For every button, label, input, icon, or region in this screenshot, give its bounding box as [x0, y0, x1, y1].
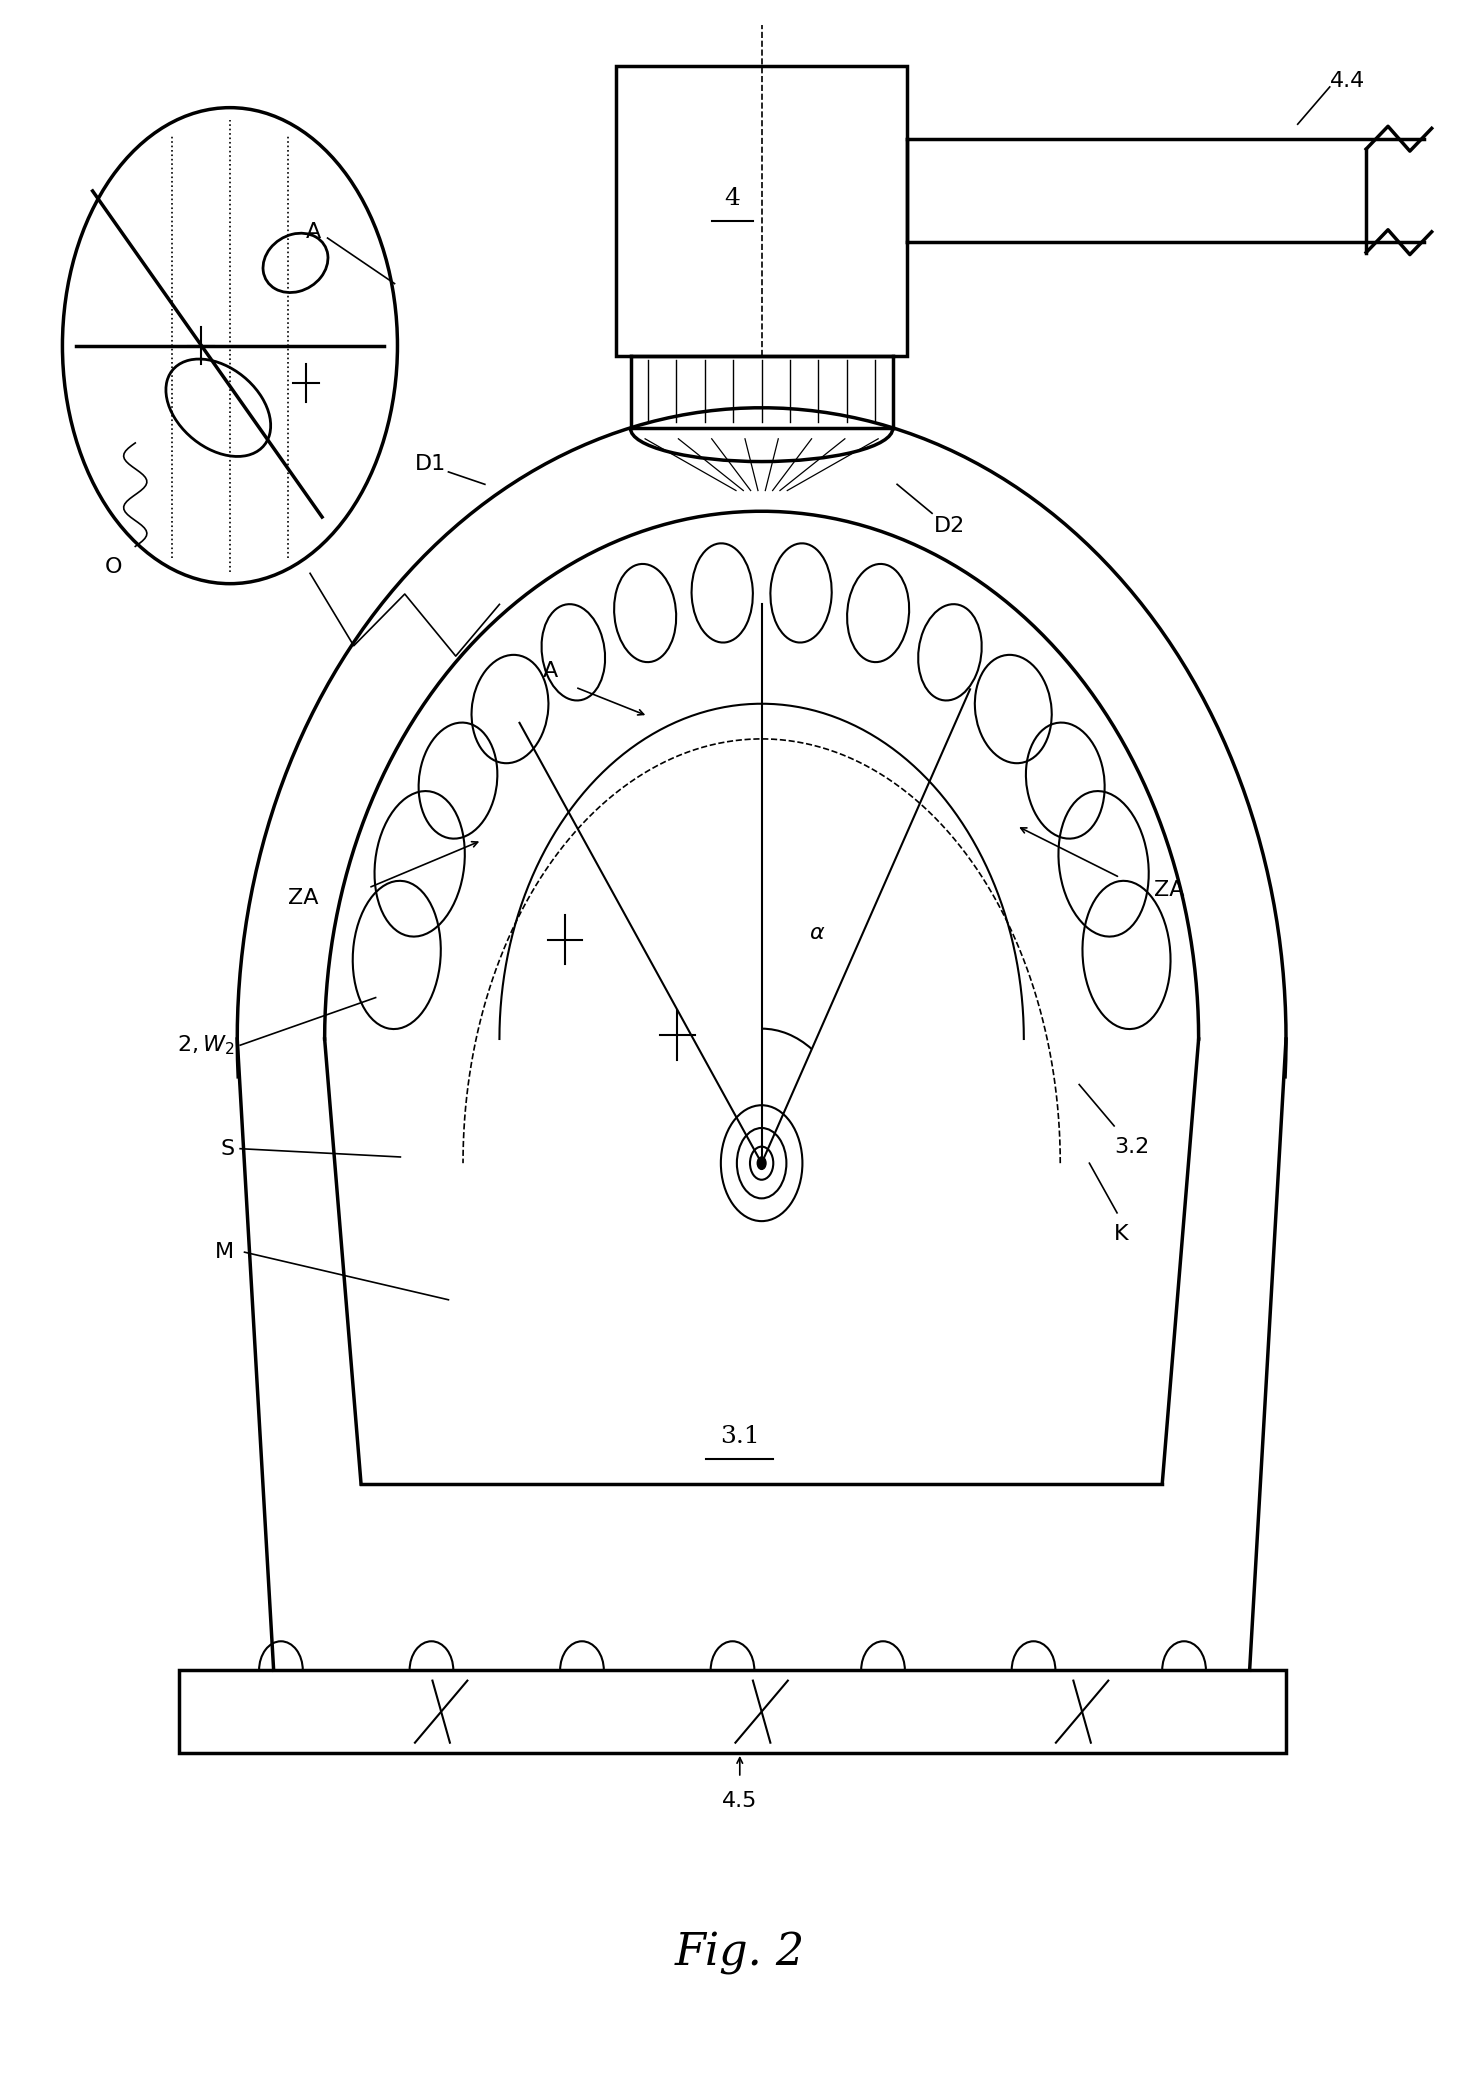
Text: 4.5: 4.5: [722, 1791, 757, 1810]
Text: ZA: ZA: [1154, 879, 1185, 900]
Text: K: K: [1115, 1224, 1128, 1243]
Text: $2,W_2$: $2,W_2$: [176, 1033, 234, 1058]
Text: S: S: [220, 1139, 234, 1160]
Text: 3.2: 3.2: [1115, 1137, 1150, 1157]
Text: 4.4: 4.4: [1330, 71, 1365, 91]
Text: D2: D2: [933, 515, 965, 536]
Bar: [179, 1671, 1286, 1754]
Text: $\alpha$: $\alpha$: [809, 923, 825, 943]
Text: 4: 4: [725, 187, 740, 210]
Text: A: A: [544, 661, 558, 682]
Text: Fig. 2: Fig. 2: [675, 1933, 804, 1976]
Text: M: M: [215, 1243, 234, 1261]
Bar: [615, 66, 907, 355]
Circle shape: [757, 1157, 766, 1170]
Text: D1: D1: [415, 453, 447, 474]
Text: 3.1: 3.1: [719, 1426, 759, 1448]
Text: A: A: [305, 222, 321, 241]
Text: ZA: ZA: [287, 887, 318, 908]
Text: O: O: [104, 557, 122, 578]
